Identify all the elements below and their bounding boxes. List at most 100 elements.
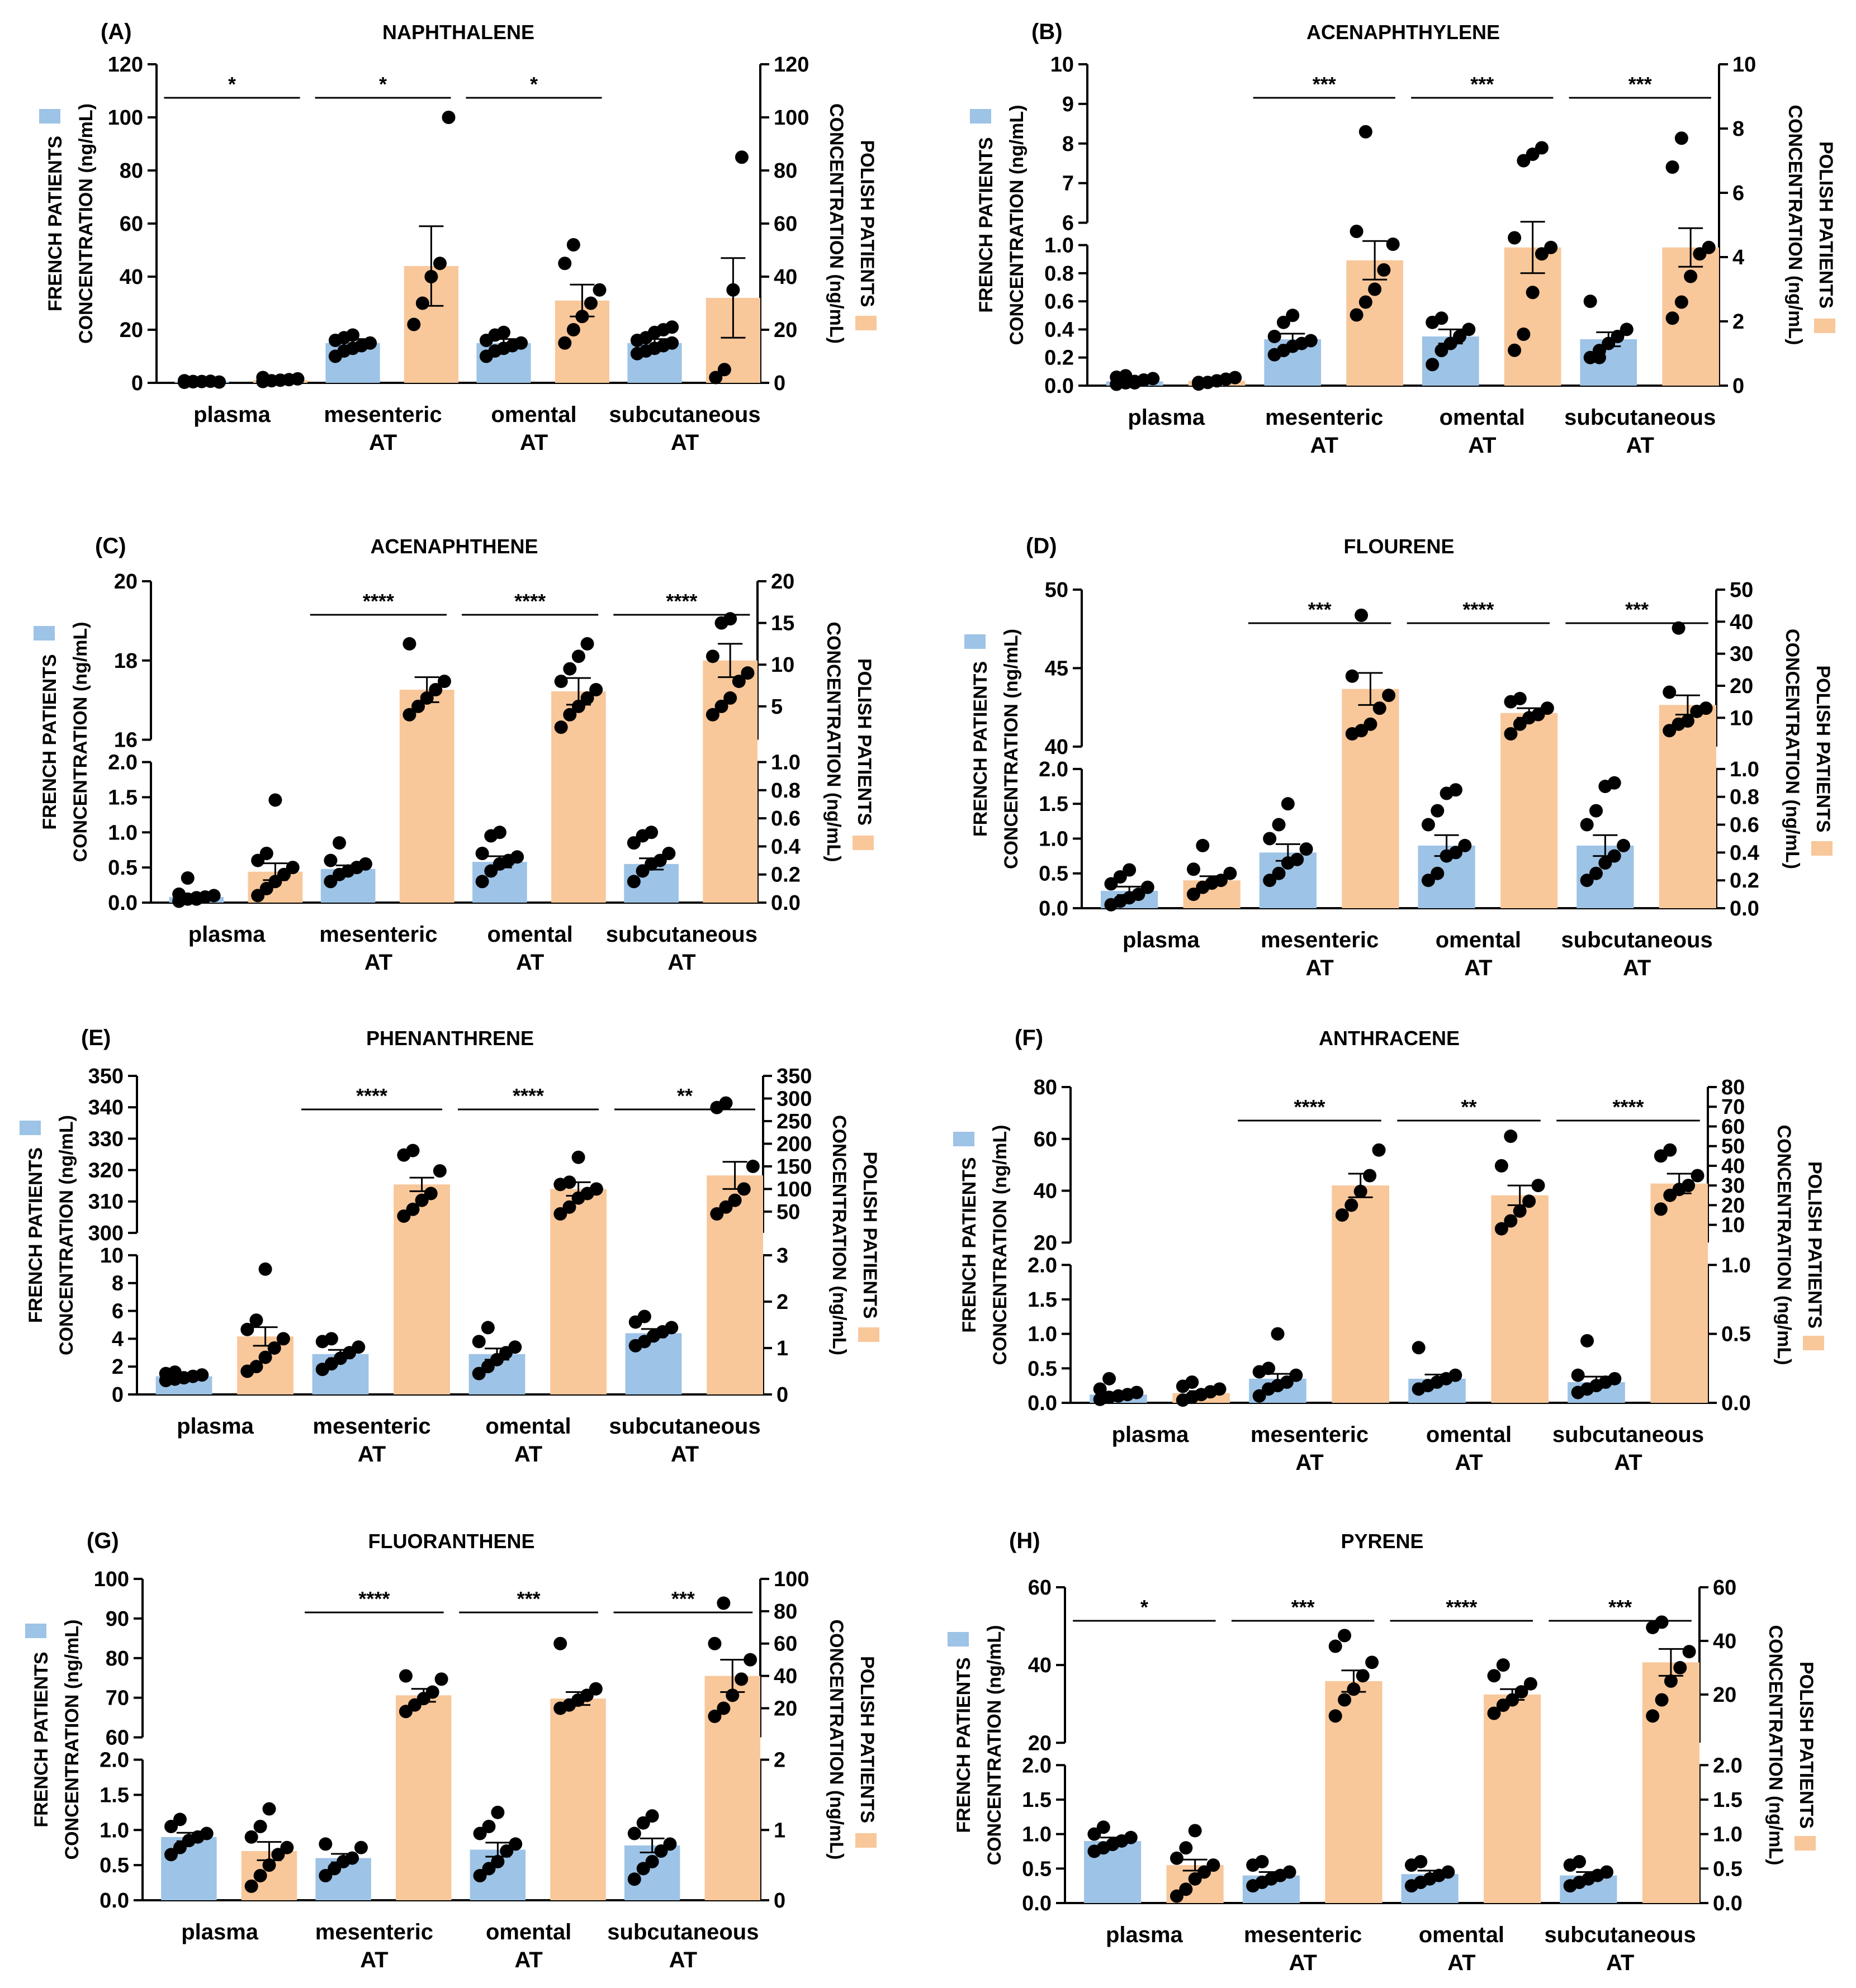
data-point	[212, 375, 226, 389]
left-tick-label: 330	[88, 1127, 124, 1151]
data-point	[346, 328, 359, 342]
left-tick-label: 120	[108, 53, 143, 77]
data-point	[1535, 141, 1549, 155]
y-axis-label: CONCENTRATION (ng/mL)	[56, 1115, 77, 1355]
data-point	[1665, 311, 1679, 325]
data-point	[1304, 334, 1318, 348]
category-label: AT	[514, 1442, 542, 1467]
left-tick-label: 0.0	[108, 891, 138, 915]
category-label: AT	[1626, 433, 1654, 458]
right-tick-label: 100	[774, 106, 809, 130]
data-point	[1113, 870, 1127, 884]
bar	[1484, 1694, 1541, 1903]
left-tick-label: 1.0	[1039, 827, 1068, 851]
category-label: AT	[520, 430, 548, 455]
data-point	[708, 1636, 722, 1650]
category-label: AT	[667, 950, 695, 975]
data-point	[482, 1819, 496, 1833]
left-tick-label: 16	[114, 729, 138, 752]
data-point	[1421, 874, 1435, 888]
left-tick-label: 0.5	[100, 1854, 129, 1877]
data-point	[1188, 1824, 1202, 1838]
data-point	[1123, 863, 1137, 877]
data-point	[726, 1688, 740, 1702]
data-point	[723, 691, 737, 705]
right-tick-label: 50	[1721, 1135, 1745, 1159]
data-point	[1124, 1830, 1138, 1844]
data-point	[558, 336, 572, 350]
right-tick-label: 0.2	[771, 863, 801, 887]
data-point	[190, 892, 203, 906]
chart-title: PHENANTHRENE	[366, 1027, 534, 1050]
significance-label: ***	[1313, 73, 1336, 96]
left-tick-label: 1.0	[1028, 1323, 1057, 1346]
data-point	[1608, 1372, 1622, 1386]
data-point	[258, 1262, 272, 1276]
chart-title: FLUORANTHENE	[368, 1530, 535, 1553]
data-point	[1263, 832, 1277, 846]
data-point	[1255, 1854, 1269, 1868]
left-tick-label: 1.5	[1028, 1288, 1057, 1312]
data-point	[280, 1840, 294, 1854]
right-tick-label: 10	[771, 653, 794, 677]
data-point	[746, 1159, 760, 1173]
data-point	[354, 1840, 368, 1854]
data-point	[1580, 874, 1594, 888]
data-point	[1592, 350, 1606, 364]
left-tick-label: 0	[131, 372, 143, 395]
y-axis-label: FRENCH PATIENTS	[953, 1657, 974, 1833]
data-point	[1272, 818, 1286, 832]
data-point	[363, 336, 377, 350]
data-point	[1448, 783, 1462, 797]
significance-label: ***	[1470, 73, 1494, 96]
data-point	[728, 1193, 742, 1207]
left-tick-label: 2.0	[108, 751, 138, 775]
right-tick-label: 60	[774, 1633, 797, 1656]
right-tick-label: 20	[771, 570, 794, 594]
data-point	[571, 649, 585, 663]
data-point	[554, 720, 568, 734]
significance-label: ****	[666, 590, 697, 613]
data-point	[1513, 691, 1527, 705]
data-point	[1131, 888, 1145, 902]
right-tick-label: 0	[1732, 374, 1744, 398]
data-point	[1196, 838, 1210, 852]
data-point	[1356, 1669, 1370, 1683]
y-axis-label: CONCENTRATION (ng/mL)	[1001, 629, 1022, 869]
data-point	[475, 875, 489, 889]
data-point	[249, 1360, 263, 1374]
data-point	[1674, 131, 1688, 145]
data-point	[1213, 1382, 1227, 1396]
data-point	[1206, 1858, 1220, 1872]
data-point	[709, 371, 723, 385]
data-point	[1522, 1194, 1536, 1208]
category-label: plasma	[177, 1414, 254, 1439]
category-label: AT	[516, 950, 544, 975]
right-tick-label: 0.8	[771, 779, 801, 803]
left-tick-label: 6	[1062, 212, 1074, 235]
data-point	[406, 1202, 420, 1216]
left-tick-label: 80	[106, 1647, 129, 1671]
right-tick-label: 120	[774, 53, 809, 77]
left-tick-label: 1.5	[100, 1783, 129, 1807]
data-point	[1684, 269, 1698, 283]
french-legend-swatch	[948, 1632, 969, 1647]
category-label: plasma	[193, 402, 271, 427]
data-point	[1443, 336, 1457, 350]
data-point	[1130, 1386, 1144, 1399]
data-point	[420, 691, 434, 705]
y2-axis-label: POLISH PATIENTS	[1804, 1161, 1825, 1329]
bar	[1332, 1185, 1389, 1403]
data-point	[240, 1322, 254, 1336]
polish-legend-swatch	[1795, 1836, 1816, 1851]
polish-legend-swatch	[855, 1833, 877, 1848]
data-point	[173, 1813, 187, 1826]
data-point	[1431, 866, 1445, 880]
data-point	[324, 853, 338, 867]
right-tick-label: 4	[1732, 246, 1744, 269]
chart-panel-0: (A) NAPHTHALENE 0 20 40 60 80 100 120 0 20 40 60 80 10…	[39, 20, 878, 455]
data-point	[719, 1096, 733, 1110]
y2-axis-label: POLISH PATIENTS	[854, 658, 875, 825]
right-tick-label: 20	[1713, 1683, 1736, 1707]
significance-label: *	[1140, 1596, 1148, 1619]
